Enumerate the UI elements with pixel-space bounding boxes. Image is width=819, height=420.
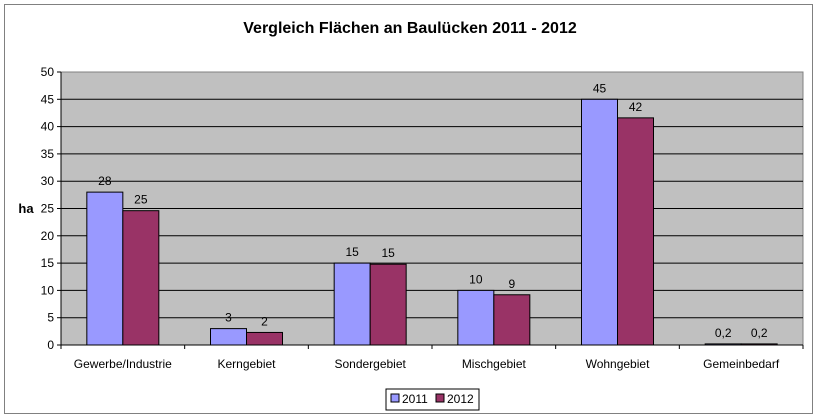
y-axis-label: ha: [18, 201, 34, 216]
bar-2012: [122, 210, 160, 346]
x-tick-label: Sondergebiet: [334, 357, 406, 371]
y-tick-label: 5: [47, 311, 54, 325]
bar-2011: [86, 191, 124, 346]
x-tick-label: Wohngebiet: [586, 357, 650, 371]
legend-box: [385, 388, 480, 411]
y-tick-label: 15: [41, 256, 55, 270]
data-label: 15: [381, 246, 395, 260]
legend-label-2011: 2011: [402, 392, 428, 406]
x-tick-label: Gewerbe/Industrie: [74, 357, 172, 371]
y-tick-label: 50: [41, 65, 55, 79]
x-tick-label: Mischgebiet: [462, 357, 527, 371]
legend-swatch-2012: [435, 393, 445, 403]
data-label: 0,2: [751, 326, 768, 340]
data-label: 10: [469, 272, 483, 286]
gridlines: [61, 98, 803, 319]
legend: 2011 2012: [385, 388, 480, 411]
data-label: 15: [345, 245, 359, 259]
data-label: 3: [225, 311, 232, 325]
bar-2011: [457, 289, 495, 346]
y-tick-label: 35: [41, 147, 55, 161]
bar-2012: [246, 331, 283, 346]
bar-2011: [333, 262, 371, 346]
bar-2012: [493, 294, 531, 346]
y-tick-label: 0: [47, 338, 54, 352]
chart-title: Vergleich Flächen an Baulücken 2011 - 20…: [243, 20, 577, 37]
bar-2012: [617, 117, 654, 346]
data-label: 28: [98, 174, 112, 188]
data-label: 45: [593, 81, 607, 95]
y-tick-label: 45: [41, 92, 55, 106]
bar-2012: [369, 263, 407, 346]
y-tick-label: 30: [41, 174, 55, 188]
legend-swatch-2011: [390, 393, 400, 403]
data-label: 42: [629, 100, 643, 114]
bars: [86, 98, 778, 346]
data-label: 0,2: [715, 326, 732, 340]
bar-2011: [210, 328, 247, 346]
data-label: 2: [261, 314, 268, 328]
x-tick-label: Kerngebiet: [217, 357, 276, 371]
x-tick-label: Gemeinbedarf: [703, 357, 780, 371]
data-label: 25: [134, 193, 148, 207]
y-tick-label: 25: [41, 202, 55, 216]
data-labels: 28 25 3 2 15 15 10 9 45 42 0,2 0,2: [98, 81, 768, 340]
bar-2011: [581, 98, 618, 346]
legend-label-2012: 2012: [447, 392, 474, 406]
y-tick-label: 20: [41, 229, 55, 243]
data-label: 9: [508, 277, 515, 291]
x-axis-ticks: Gewerbe/Industrie Kerngebiet Sondergebiet M…: [60, 345, 804, 371]
y-tick-label: 10: [41, 283, 55, 297]
y-tick-label: 40: [41, 120, 55, 134]
